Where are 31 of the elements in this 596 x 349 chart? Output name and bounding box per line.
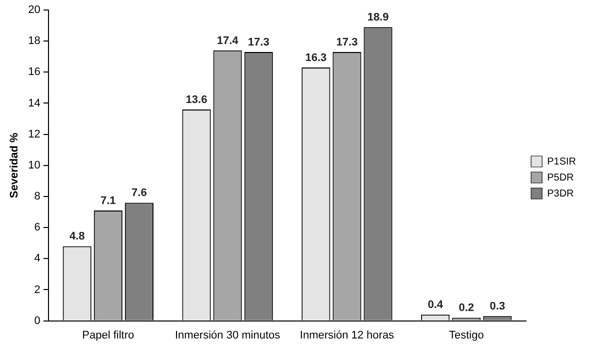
data-label: 17.3 [336, 36, 358, 48]
y-tick-label: 12 [28, 128, 40, 140]
data-label: 17.3 [248, 36, 270, 48]
data-label: 0.2 [458, 302, 474, 314]
data-label: 13.6 [186, 94, 208, 106]
legend-label: P3DR [547, 188, 574, 200]
y-tick-label: 16 [28, 66, 40, 78]
data-label: 7.1 [100, 194, 116, 207]
y-tick-label: 2 [34, 284, 40, 296]
y-tick-label: 0 [34, 314, 40, 327]
data-label: 17.4 [216, 34, 240, 47]
y-tick-label: 14 [28, 97, 40, 110]
legend-label: P5DR [547, 172, 574, 184]
x-tick-label: Inmersión 12 horas [300, 329, 395, 342]
y-tick-label: 8 [34, 190, 40, 203]
x-tick-label: Inmersión 30 minutos [174, 329, 281, 342]
data-label: 0.3 [490, 300, 506, 313]
y-tick-label: 18 [28, 35, 40, 48]
x-tick-label: Papel filtro [82, 329, 134, 342]
x-tick-label: Testigo [448, 329, 484, 342]
data-label: 7.6 [132, 187, 147, 200]
y-tick-label: 4 [34, 252, 40, 265]
legend-label: P1SIR [547, 156, 576, 168]
y-tick-label: 10 [28, 159, 40, 172]
y-tick-label: 20 [28, 4, 40, 16]
y-tick-label: 6 [34, 222, 40, 234]
data-label: 16.3 [305, 52, 327, 64]
data-label: 4.8 [69, 230, 85, 243]
data-label: 18.9 [367, 12, 389, 24]
y-axis-title: Severidad % [8, 132, 21, 198]
data-label: 0.4 [428, 299, 444, 312]
